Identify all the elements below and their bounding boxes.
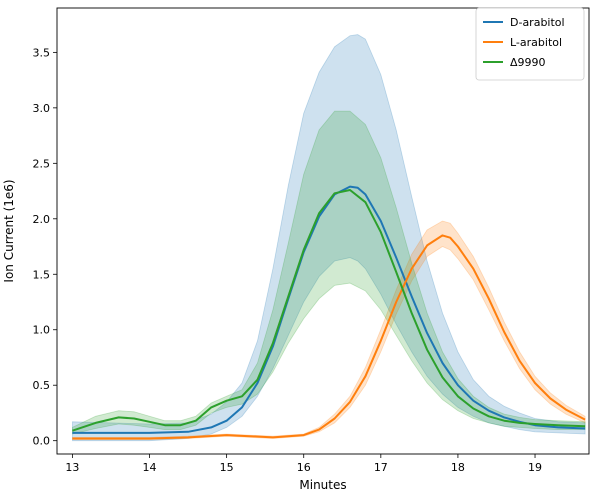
x-tick-label: 14: [143, 461, 157, 474]
x-tick-label: 18: [451, 461, 465, 474]
y-axis-label: Ion Current (1e6): [2, 179, 16, 282]
y-tick-label: 1.5: [33, 268, 51, 281]
y-tick-label: 0.5: [33, 379, 51, 392]
legend-label-1: L-arabitol: [510, 36, 562, 49]
x-axis: 13 14 15 16 17 18 19: [65, 454, 542, 474]
y-axis: 0.0 0.5 1.0 1.5 2.0 2.5 3.0 3.5: [33, 46, 57, 448]
y-tick-label: 1.0: [33, 324, 51, 337]
legend-label-0: D-arabitol: [510, 16, 565, 29]
confidence-bands: [72, 34, 586, 442]
band-2: [72, 110, 586, 435]
band-1: [72, 220, 586, 440]
y-tick-label: 2.5: [33, 157, 51, 170]
legend: D-arabitol L-arabitol Δ9990: [475, 7, 585, 81]
x-tick-label: 15: [220, 461, 234, 474]
x-axis-label: Minutes: [299, 478, 346, 492]
x-tick-label: 16: [297, 461, 311, 474]
series-line-2: [72, 189, 586, 432]
y-tick-label: 3.5: [33, 46, 51, 59]
y-tick-label: 3.0: [33, 102, 51, 115]
x-tick-label: 17: [374, 461, 388, 474]
band-0: [72, 34, 586, 442]
y-tick-label: 2.0: [33, 213, 51, 226]
y-tick-label: 0.0: [33, 435, 51, 448]
legend-label-2: Δ9990: [510, 56, 546, 69]
series-line-0: [72, 185, 586, 434]
x-tick-label: 19: [528, 461, 542, 474]
series-line-1: [72, 234, 586, 440]
plot-frame: [56, 7, 590, 455]
x-tick-label: 13: [65, 461, 79, 474]
series-lines: [72, 185, 586, 440]
